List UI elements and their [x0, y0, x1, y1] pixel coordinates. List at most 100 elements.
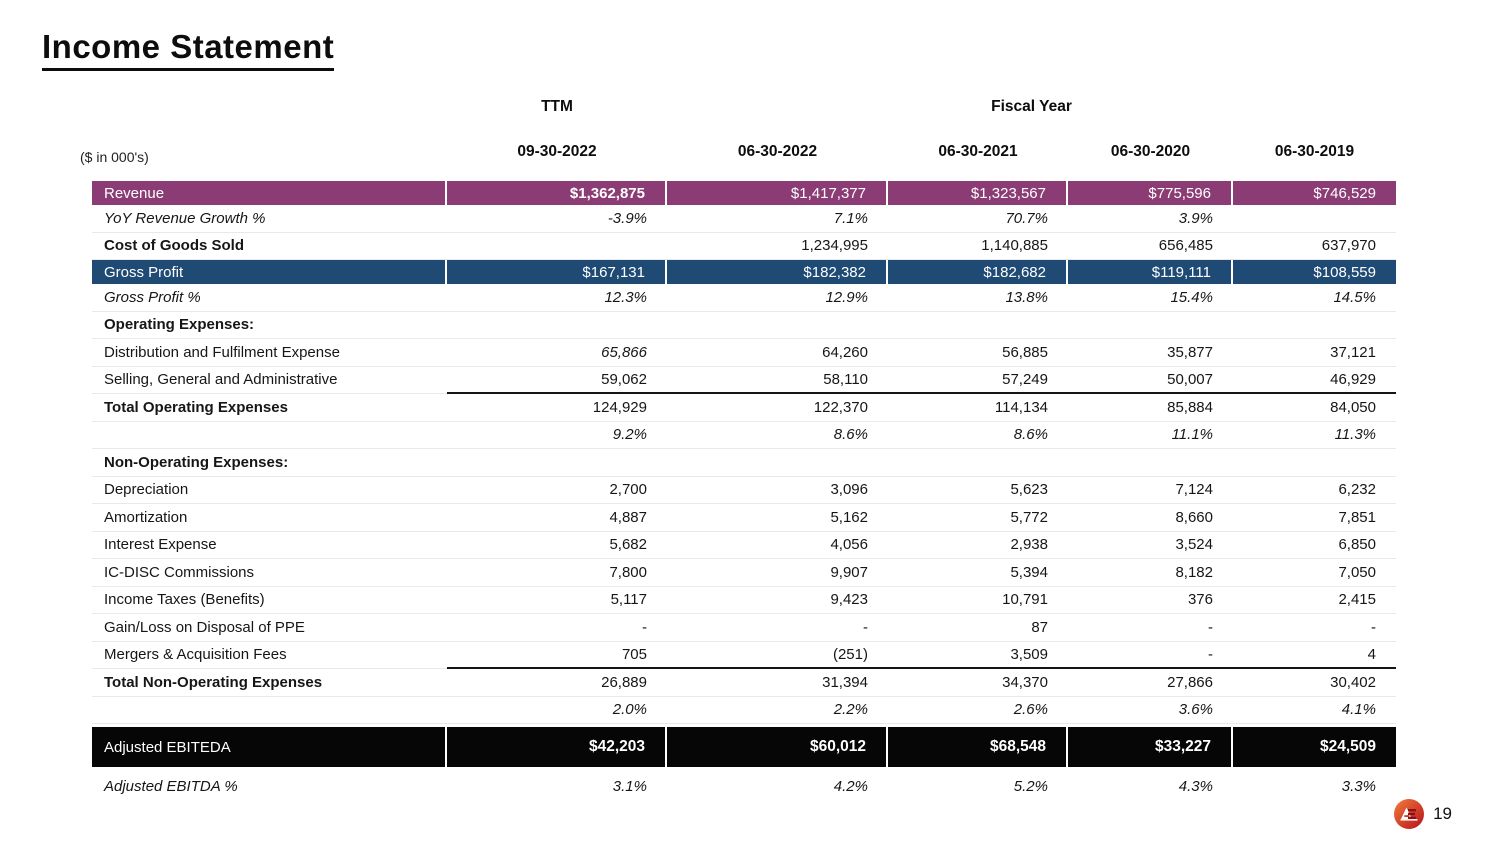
row-value: 12.9%	[667, 284, 888, 312]
row-value: 705	[447, 642, 667, 669]
row-label: Adjusted EBITDA %	[104, 778, 238, 796]
row-value: $24,509	[1233, 727, 1396, 767]
row-value	[1068, 449, 1233, 477]
row-value: 3,509	[888, 642, 1068, 669]
row-value: $1,417,377	[667, 181, 888, 205]
table-row: Selling, General and Administrative 59,06…	[92, 367, 1396, 394]
row-label: Gross Profit %	[92, 284, 447, 312]
row-value: 56,885	[888, 339, 1068, 367]
table-row: 2.0% 2.2% 2.6% 3.6% 4.1%	[92, 697, 1396, 724]
row-label	[92, 422, 447, 449]
row-value: 3.9%	[1068, 205, 1233, 233]
row-value: -	[447, 614, 667, 642]
row-value: $746,529	[1233, 181, 1396, 205]
table-row: Non-Operating Expenses:	[92, 449, 1396, 477]
page-title: Income Statement	[42, 28, 335, 71]
row-value: 70.7%	[888, 205, 1068, 233]
row-label: Interest Expense	[92, 532, 447, 559]
row-label: Mergers & Acquisition Fees	[92, 642, 447, 669]
row-value: 37,121	[1233, 339, 1396, 367]
table-body: Revenue $1,362,875 $1,417,377 $1,323,567 $77…	[92, 181, 1396, 801]
row-value: 4,056	[667, 532, 888, 559]
row-value: 5,394	[888, 559, 1068, 587]
row-value: 376	[1068, 587, 1233, 614]
row-value: 8,660	[1068, 504, 1233, 532]
row-label: Total Operating Expenses	[92, 394, 447, 422]
date-header-spacer	[92, 141, 447, 163]
row-value: 4,887	[447, 504, 667, 532]
table-row: Revenue $1,362,875 $1,417,377 $1,323,567 $77…	[92, 181, 1396, 205]
date-header-row: 09-30-2022 06-30-2022 06-30-2021 06-30-2…	[92, 141, 1396, 163]
row-label: Depreciation	[92, 477, 447, 504]
row-value: $167,131	[447, 260, 667, 284]
row-value: -	[1068, 642, 1233, 669]
row-value: 87	[888, 614, 1068, 642]
row-value: 2,700	[447, 477, 667, 504]
row-value	[1233, 205, 1396, 233]
row-value: 114,134	[888, 394, 1068, 422]
row-value: $182,382	[667, 260, 888, 284]
row-value: 7,124	[1068, 477, 1233, 504]
row-value: 8.6%	[667, 422, 888, 449]
row-value: 3.6%	[1068, 697, 1233, 724]
row-value: $119,111	[1068, 260, 1233, 284]
row-value: -	[667, 614, 888, 642]
row-label: IC-DISC Commissions	[92, 559, 447, 587]
row-value: 11.1%	[1068, 422, 1233, 449]
row-label	[92, 697, 447, 724]
row-value: 7,851	[1233, 504, 1396, 532]
column-header: 09-30-2022	[517, 143, 597, 160]
table-row: Cost of Goods Sold 1,234,995 1,140,885 656,…	[92, 233, 1396, 260]
row-value: 27,866	[1068, 669, 1233, 697]
row-value: 5,682	[447, 532, 667, 559]
table-row: Amortization 4,887 5,162 5,772 8,660 7,851	[92, 504, 1396, 532]
row-label: Non-Operating Expenses:	[92, 449, 447, 477]
row-value: 5,772	[888, 504, 1068, 532]
row-value: 7,800	[447, 559, 667, 587]
company-logo-icon	[1394, 799, 1425, 829]
table-row: Adjusted EBITDA % 3.1% 4.2% 5.2% 4.3% 3.3%	[92, 773, 1396, 801]
row-value: 1,234,995	[667, 233, 888, 260]
table-row: Interest Expense 5,682 4,056 2,938 3,524 6,85…	[92, 532, 1396, 559]
row-value	[667, 449, 888, 477]
row-value: 2.2%	[667, 697, 888, 724]
row-value: 30,402	[1233, 669, 1396, 697]
table-row: Total Operating Expenses 124,929 122,370 11…	[92, 394, 1396, 422]
row-value: 11.3%	[1233, 422, 1396, 449]
row-label: Amortization	[92, 504, 447, 532]
row-label: Operating Expenses:	[92, 312, 447, 339]
row-value: 5,623	[888, 477, 1068, 504]
row-value: 7,050	[1233, 559, 1396, 587]
table-row: Mergers & Acquisition Fees 705 (251) 3,509-…	[92, 642, 1396, 669]
row-value: 15.4%	[1068, 284, 1233, 312]
row-value: 59,062	[447, 367, 667, 394]
column-header: 06-30-2022	[737, 143, 818, 160]
row-value: 9,907	[667, 559, 888, 587]
row-value: 9.2%	[447, 422, 667, 449]
table-row: Gross Profit % 12.3% 12.9% 13.8% 15.4% 14.5%	[92, 284, 1396, 312]
row-value: 656,485	[1068, 233, 1233, 260]
row-value: 4.2%	[833, 778, 868, 796]
row-label: Selling, General and Administrative	[92, 367, 447, 394]
row-value: 7.1%	[667, 205, 888, 233]
row-value: 12.3%	[447, 284, 667, 312]
row-value: 64,260	[667, 339, 888, 367]
group-header-fiscal-year: Fiscal Year	[991, 98, 1072, 115]
row-value: -	[1068, 614, 1233, 642]
table-row: IC-DISC Commissions 7,800 9,907 5,394 8,182 7…	[92, 559, 1396, 587]
row-value: 2.0%	[447, 697, 667, 724]
table-row: 9.2% 8.6% 8.6% 11.1% 11.3%	[92, 422, 1396, 449]
row-value: 5.2%	[1013, 778, 1048, 796]
group-header-ttm: TTM	[541, 98, 573, 115]
row-value: 4	[1233, 642, 1396, 669]
row-value: 2,415	[1233, 587, 1396, 614]
row-value	[1068, 312, 1233, 339]
row-value: 10,791	[888, 587, 1068, 614]
row-value	[888, 312, 1068, 339]
row-label: Gain/Loss on Disposal of PPE	[92, 614, 447, 642]
row-label: Gross Profit	[92, 260, 447, 284]
row-value: -3.9%	[447, 205, 667, 233]
row-label: Cost of Goods Sold	[92, 233, 447, 260]
units-note: ($ in 000's)	[80, 149, 149, 165]
